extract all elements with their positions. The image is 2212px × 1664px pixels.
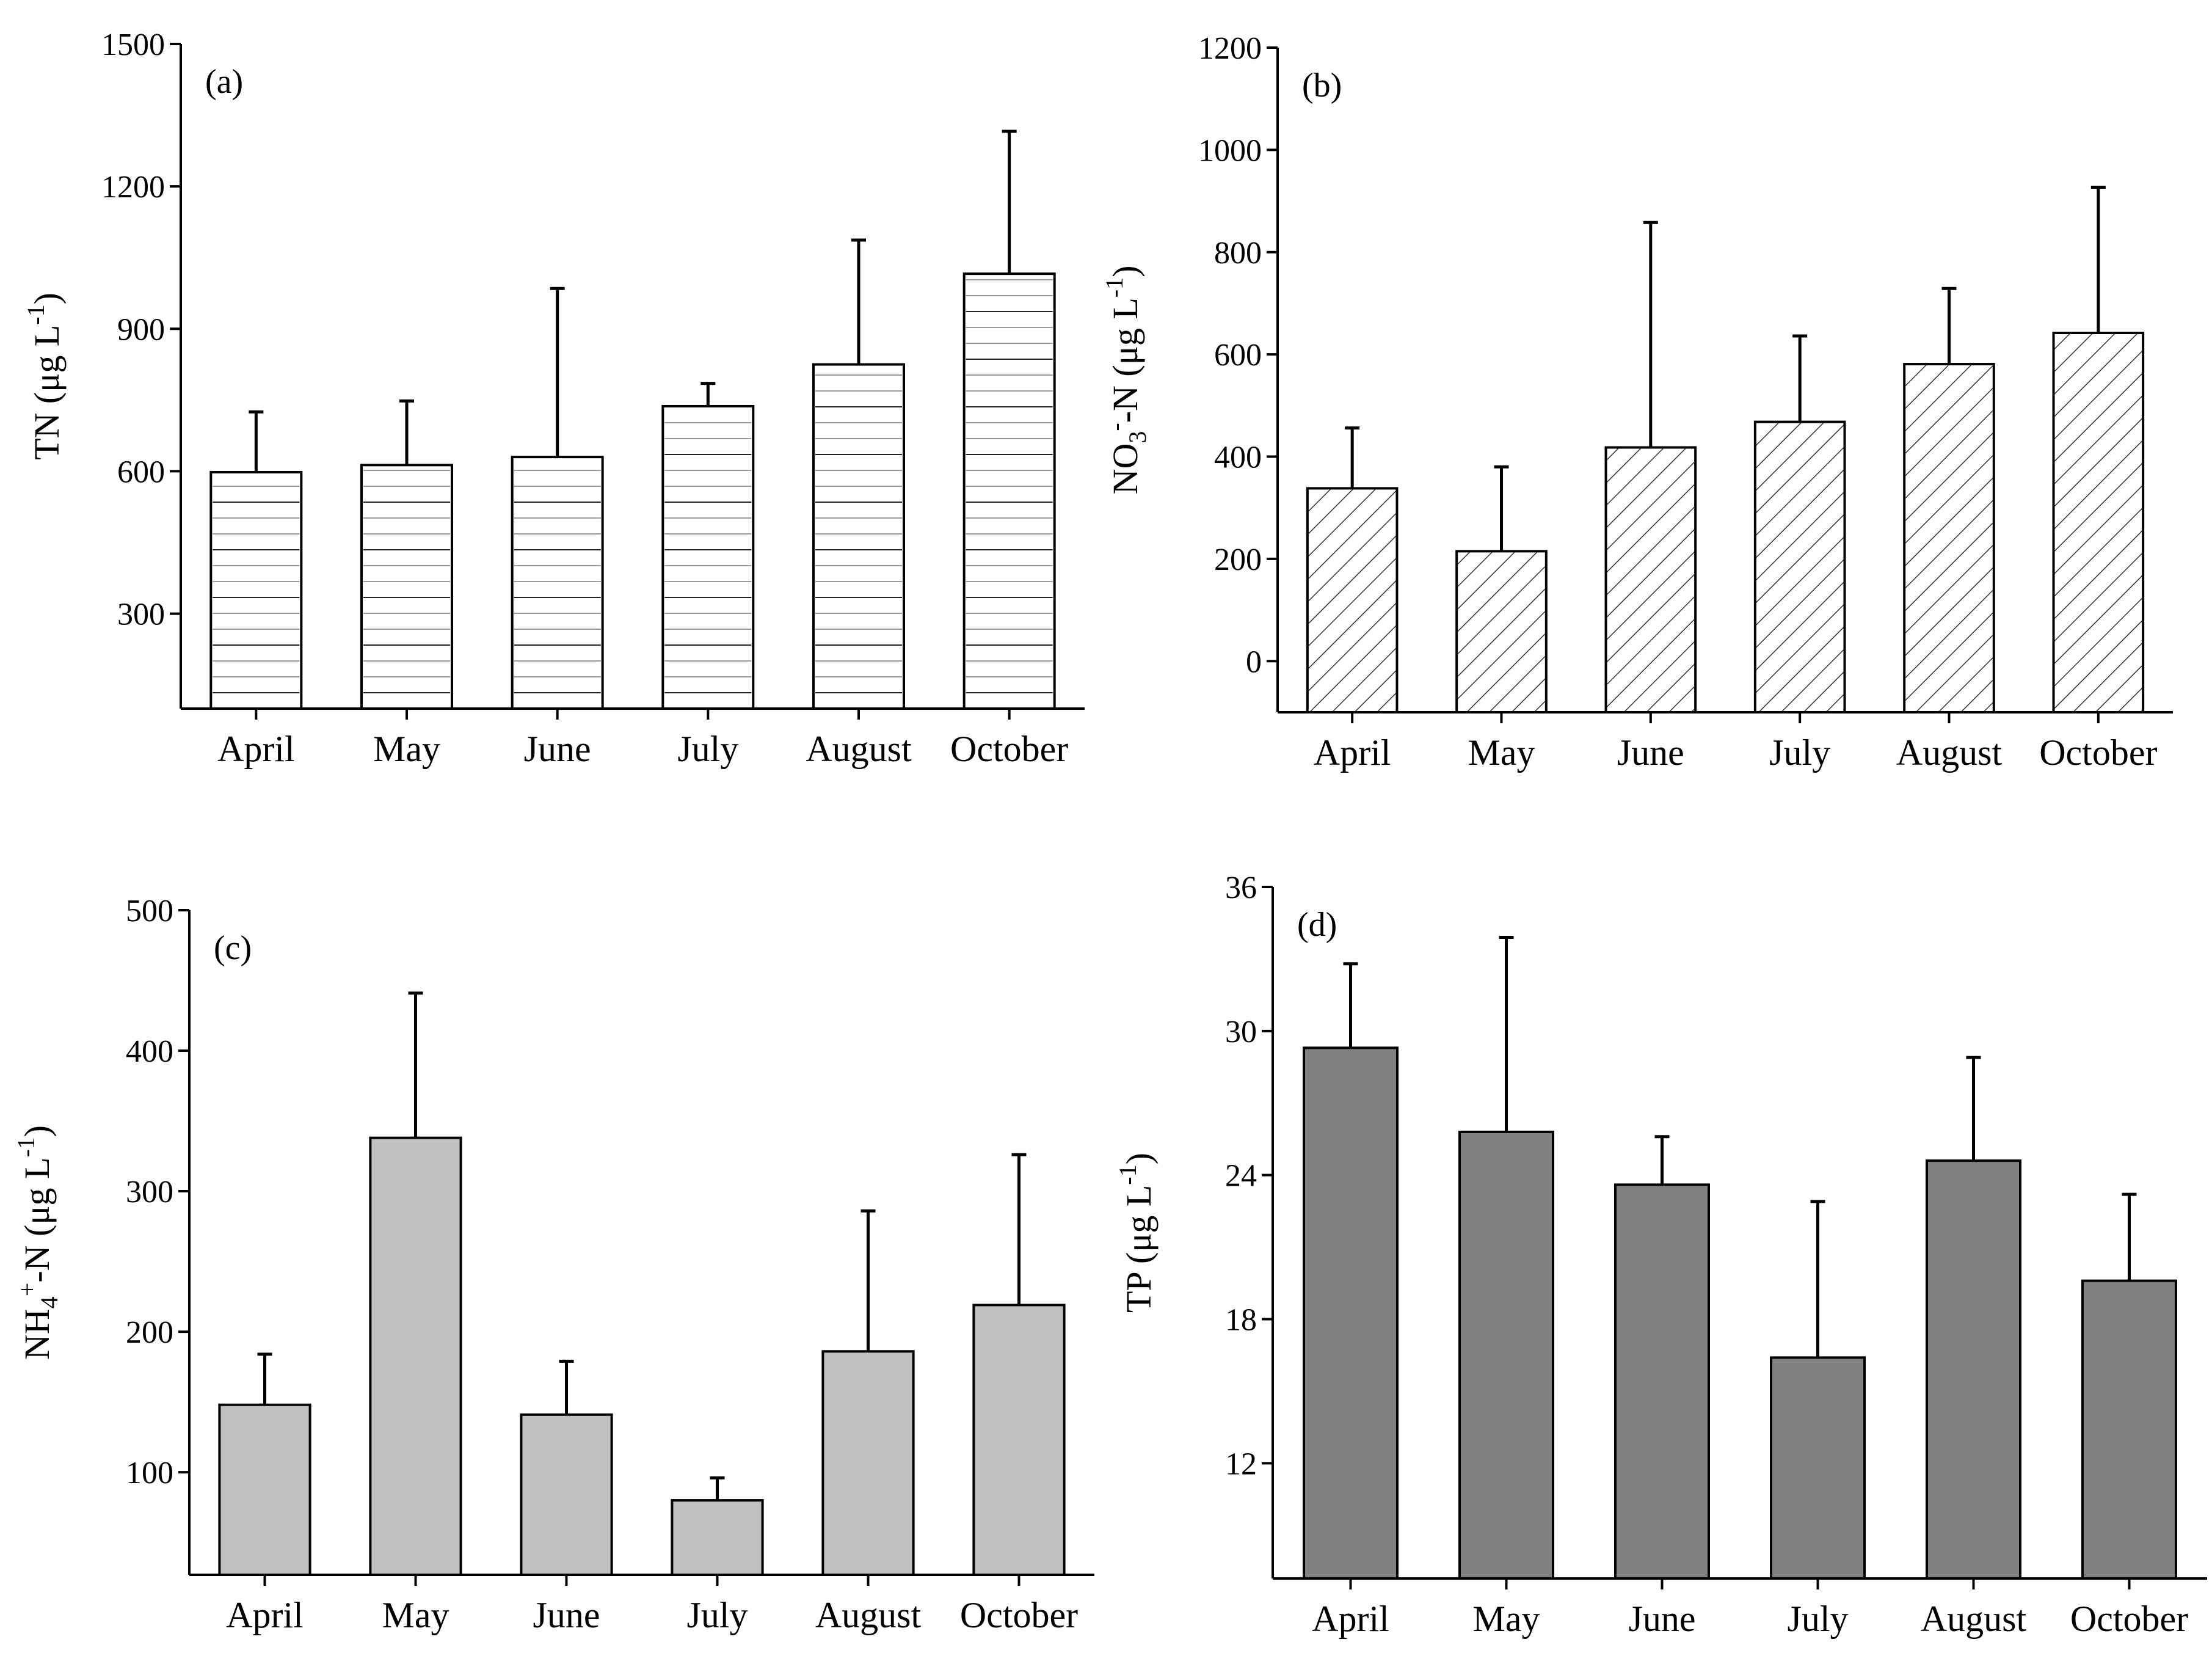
panel-label: (d) [1297, 906, 1337, 944]
bar-hatch-b-july [1756, 423, 1844, 711]
bar-hatch-b-april [1308, 489, 1396, 711]
bar-hatch-b-august [1905, 365, 1993, 711]
x-tick-label: June [1629, 1599, 1696, 1639]
y-tick-label: 30 [1225, 1015, 1257, 1049]
bar-a-august [812, 363, 905, 710]
y-tick-label: 500 [126, 894, 173, 929]
y-tick-label: 300 [117, 597, 165, 632]
x-tick-label: August [1921, 1599, 2027, 1639]
x-tick-label: July [677, 729, 738, 769]
bar-d-august [1926, 1159, 2021, 1580]
x-tick-label: October [2070, 1599, 2188, 1639]
y-axis-title: NO3--N (μg L-1) [1101, 266, 1151, 495]
y-tick-label: 400 [1214, 440, 1262, 475]
panel-label: (a) [205, 63, 243, 101]
y-tick-label: 300 [126, 1175, 173, 1210]
x-tick-label: October [960, 1595, 1078, 1635]
y-tick-label: 1500 [101, 27, 165, 62]
bar-c-april [218, 1403, 311, 1576]
panel-label: (b) [1302, 67, 1342, 104]
y-tick-label: 36 [1225, 870, 1257, 905]
y-tick-label: 600 [117, 454, 165, 489]
x-tick-label: May [1468, 732, 1535, 773]
x-tick-label: July [1787, 1599, 1848, 1639]
x-tick-label: April [226, 1595, 304, 1635]
x-tick-label: April [1312, 1599, 1389, 1639]
y-tick-label: 12 [1225, 1447, 1257, 1481]
bar-hatch-b-october [2054, 334, 2142, 711]
x-tick-label: July [686, 1595, 748, 1635]
bar-hatch-b-may [1458, 552, 1545, 711]
x-tick-label: July [1769, 732, 1830, 773]
panel-b: April May June July August October 0 200 400 600 8… [1101, 31, 2173, 773]
y-tick-label: 18 [1225, 1303, 1257, 1338]
x-tick-label: June [533, 1595, 600, 1635]
x-tick-label: May [382, 1595, 449, 1635]
panel-d: April May June July August October 12 18 24 30 36 (… [1114, 870, 2207, 1639]
y-tick-label: 1200 [1198, 31, 1262, 66]
panel-a: April May June July August October 300 600 900 12… [22, 27, 1085, 769]
x-tick-label: August [1896, 732, 2003, 773]
y-tick-label: 400 [126, 1034, 173, 1069]
bar-c-august [821, 1350, 915, 1576]
bar-c-may [369, 1136, 462, 1576]
bar-d-october [2081, 1279, 2177, 1580]
y-tick-label: 24 [1225, 1159, 1257, 1194]
x-tick-label: April [1314, 732, 1391, 773]
x-tick-label: August [806, 729, 912, 769]
y-tick-label: 200 [126, 1315, 173, 1350]
y-tick-label: 900 [117, 312, 165, 347]
bar-a-july [661, 404, 755, 710]
bar-d-may [1458, 1130, 1554, 1580]
x-tick-label: June [1617, 732, 1684, 773]
y-tick-label: 800 [1214, 236, 1262, 271]
x-tick-label: October [950, 729, 1068, 769]
y-axis-title: NH4+-N (μg L-1) [12, 1125, 63, 1360]
y-tick-label: 100 [126, 1456, 173, 1491]
panel-label: (c) [214, 929, 252, 967]
bar-a-october [962, 272, 1056, 710]
y-axis-title: TN (μg L-1) [22, 293, 67, 460]
bar-c-july [671, 1499, 764, 1577]
bar-a-may [360, 464, 453, 710]
bar-d-july [1770, 1356, 1866, 1580]
x-tick-label: June [524, 729, 591, 769]
y-axis-title: TP (μg L-1) [1114, 1153, 1159, 1313]
panel-c: April May June July August October 100 200 300 40… [12, 894, 1094, 1635]
x-tick-label: October [2039, 732, 2157, 773]
bar-a-june [511, 456, 604, 710]
bar-a-april [209, 470, 303, 710]
bar-d-june [1614, 1183, 1710, 1580]
bar-c-june [520, 1413, 613, 1576]
bar-c-october [972, 1304, 1066, 1576]
y-tick-label: 0 [1246, 644, 1262, 679]
x-tick-label: April [217, 729, 295, 769]
x-tick-label: August [815, 1595, 922, 1635]
x-tick-label: May [373, 729, 440, 769]
y-tick-label: 600 [1214, 338, 1262, 373]
y-tick-label: 200 [1214, 542, 1262, 577]
bar-d-april [1303, 1046, 1399, 1580]
y-tick-label: 1200 [101, 170, 165, 205]
x-tick-label: May [1473, 1599, 1540, 1639]
bar-hatch-b-june [1607, 448, 1695, 711]
y-tick-label: 1000 [1198, 133, 1262, 168]
